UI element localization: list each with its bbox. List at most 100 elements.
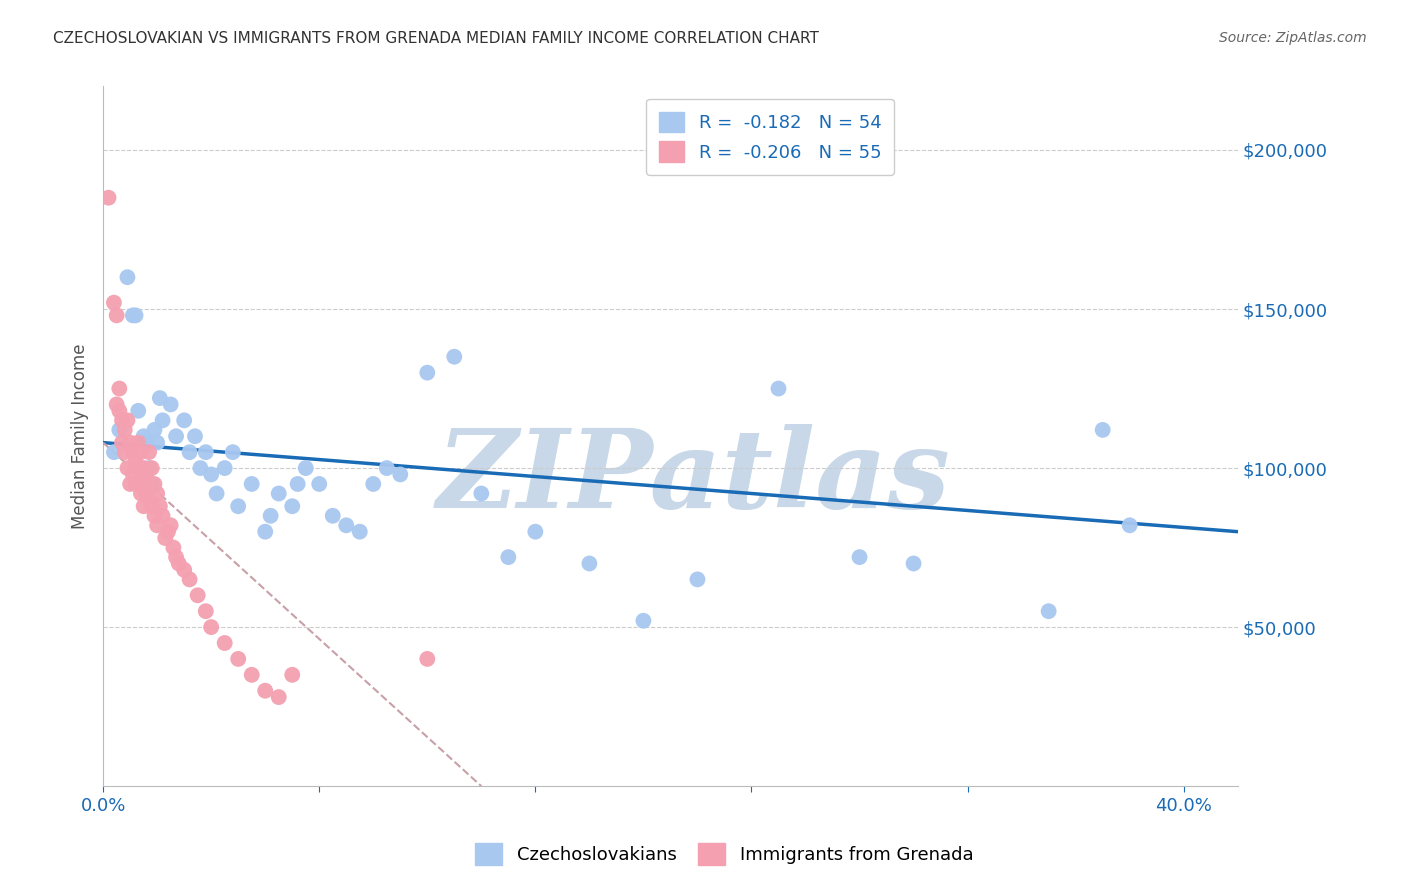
Point <box>117 413 139 427</box>
Point <box>156 524 179 539</box>
Point <box>143 477 166 491</box>
Point <box>214 636 236 650</box>
Point <box>335 518 357 533</box>
Point <box>111 413 134 427</box>
Point <box>135 467 157 482</box>
Point <box>254 524 277 539</box>
Point <box>214 461 236 475</box>
Point <box>132 429 155 443</box>
Point <box>416 366 439 380</box>
Point <box>124 477 146 491</box>
Point <box>184 429 207 443</box>
Point <box>152 413 174 427</box>
Point <box>146 518 169 533</box>
Point <box>149 500 172 514</box>
Point <box>117 270 139 285</box>
Text: ZIPatlas: ZIPatlas <box>436 425 950 532</box>
Point <box>129 486 152 500</box>
Point <box>294 461 316 475</box>
Point <box>155 531 177 545</box>
Point <box>254 683 277 698</box>
Point <box>141 477 163 491</box>
Point <box>129 445 152 459</box>
Text: Source: ZipAtlas.com: Source: ZipAtlas.com <box>1219 31 1367 45</box>
Point <box>127 404 149 418</box>
Point <box>194 445 217 459</box>
Point <box>127 435 149 450</box>
Point <box>173 563 195 577</box>
Point <box>103 445 125 459</box>
Point <box>167 557 190 571</box>
Point <box>1038 604 1060 618</box>
Point <box>138 445 160 459</box>
Point <box>152 508 174 523</box>
Legend: R =  -0.182   N = 54, R =  -0.206   N = 55: R = -0.182 N = 54, R = -0.206 N = 55 <box>647 99 894 175</box>
Point <box>132 477 155 491</box>
Point <box>105 309 128 323</box>
Point <box>121 467 143 482</box>
Point <box>375 461 398 475</box>
Point <box>149 391 172 405</box>
Point <box>111 435 134 450</box>
Point <box>578 557 600 571</box>
Point <box>349 524 371 539</box>
Point <box>165 429 187 443</box>
Point <box>240 668 263 682</box>
Point <box>159 518 181 533</box>
Point <box>470 486 492 500</box>
Point <box>141 500 163 514</box>
Point <box>105 397 128 411</box>
Point <box>686 573 709 587</box>
Y-axis label: Median Family Income: Median Family Income <box>72 343 89 529</box>
Point <box>135 486 157 500</box>
Point <box>498 550 520 565</box>
Point <box>132 461 155 475</box>
Point <box>124 309 146 323</box>
Point <box>121 445 143 459</box>
Point <box>267 690 290 704</box>
Point <box>259 508 281 523</box>
Point <box>117 461 139 475</box>
Point <box>281 500 304 514</box>
Point <box>187 588 209 602</box>
Point <box>124 455 146 469</box>
Point <box>132 500 155 514</box>
Point <box>633 614 655 628</box>
Point <box>308 477 330 491</box>
Point <box>162 541 184 555</box>
Point <box>146 435 169 450</box>
Point <box>768 382 790 396</box>
Legend: Czechoslovakians, Immigrants from Grenada: Czechoslovakians, Immigrants from Grenad… <box>468 836 980 872</box>
Point <box>200 620 222 634</box>
Point <box>159 397 181 411</box>
Point <box>389 467 412 482</box>
Point <box>143 508 166 523</box>
Point <box>222 445 245 459</box>
Point <box>114 423 136 437</box>
Point <box>226 500 249 514</box>
Point <box>524 524 547 539</box>
Point <box>267 486 290 500</box>
Point <box>226 652 249 666</box>
Point <box>143 423 166 437</box>
Point <box>120 435 142 450</box>
Point <box>1091 423 1114 437</box>
Point <box>179 445 201 459</box>
Point <box>190 461 212 475</box>
Point <box>108 382 131 396</box>
Point <box>416 652 439 666</box>
Point <box>135 435 157 450</box>
Point <box>205 486 228 500</box>
Point <box>108 423 131 437</box>
Point <box>103 295 125 310</box>
Point <box>108 404 131 418</box>
Point <box>121 309 143 323</box>
Point <box>322 508 344 523</box>
Point <box>173 413 195 427</box>
Point <box>179 573 201 587</box>
Point <box>361 477 384 491</box>
Point <box>194 604 217 618</box>
Point <box>281 668 304 682</box>
Point <box>146 486 169 500</box>
Point <box>114 445 136 459</box>
